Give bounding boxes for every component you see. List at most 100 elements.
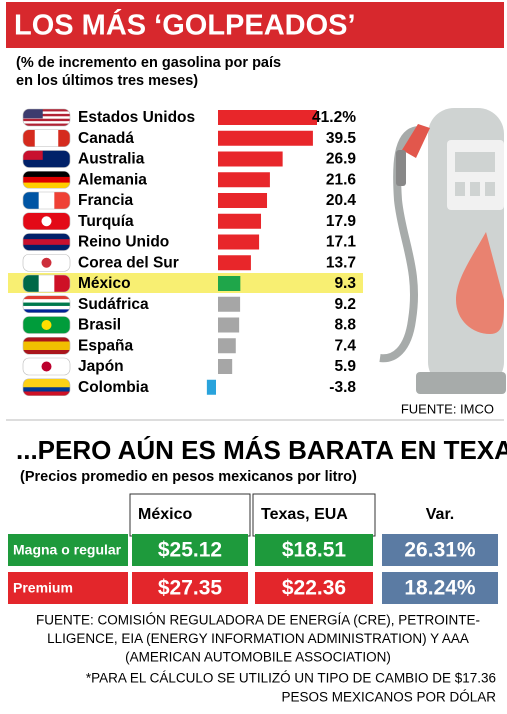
bar: [218, 193, 268, 208]
value-label: 9.3: [334, 275, 356, 292]
bar: [206, 379, 216, 395]
flag-border: [22, 129, 71, 148]
category-label: Colombia: [78, 379, 149, 396]
flag-stripe: [23, 309, 70, 313]
value-label: 20.4: [326, 192, 357, 209]
flag-stripe: [23, 192, 40, 209]
footer-source: LLIGENCE, EIA (ENERGY INFORMATION ADMINI…: [47, 631, 469, 646]
flag-stripe: [54, 192, 70, 209]
flag-border: [22, 212, 71, 231]
flag-border: [22, 316, 71, 334]
flag: [23, 129, 70, 147]
flag-stripe: [23, 113, 70, 117]
cell-value: $22.36: [282, 577, 346, 600]
category-label: Canadá: [78, 130, 134, 147]
column-header: Var.: [426, 506, 454, 523]
cell-value: $18.51: [282, 539, 347, 562]
chart-subtitle: en los últimos tres meses): [16, 73, 198, 89]
flag-stripe: [23, 121, 70, 125]
flag-stripe: [23, 109, 70, 112]
flag-stripe: [38, 275, 55, 292]
flag-stripe: [23, 295, 70, 300]
flag-stripe: [23, 305, 70, 310]
value-label: 7.4: [334, 337, 356, 354]
footer-source: FUENTE: COMISIÓN REGULADORA DE ENERGÍA (…: [36, 613, 480, 628]
comparison-title: ...PERO AÚN ES MÁS BARATA EN TEXAS: [16, 435, 507, 465]
flag-stripe: [23, 387, 70, 392]
flag-stripe: [23, 129, 36, 147]
category-label: Sudáfrica: [78, 296, 149, 313]
flag-emblem: [41, 216, 52, 227]
cell-value: $27.35: [158, 577, 223, 600]
value-label: 21.6: [326, 171, 357, 188]
row-label-box: [8, 534, 128, 566]
category-label: Estados Unidos: [78, 109, 195, 126]
flag-border: [22, 108, 71, 127]
chart-subtitle: (% de incremento en gasolina por país: [16, 55, 281, 71]
flag-stripe: [23, 341, 70, 347]
flag-stripe: [23, 302, 70, 307]
flag-stripe: [46, 129, 59, 147]
flag-stripe: [23, 171, 70, 178]
bar: [218, 151, 283, 167]
flag: [23, 171, 70, 189]
category-label: Francia: [78, 192, 134, 209]
flag-stripe: [38, 192, 55, 209]
flag: [23, 358, 70, 375]
bar: [218, 359, 233, 374]
flag-border: [22, 233, 71, 251]
flag: [23, 233, 70, 251]
category-label: España: [78, 337, 134, 354]
flag-stripe: [54, 275, 70, 292]
flag-stripe: [23, 176, 70, 184]
row-label: Magna o regular: [13, 542, 122, 558]
footer-note: *PARA EL CÁLCULO SE UTILIZÓ UN TIPO DE C…: [86, 671, 496, 686]
category-label: Alemania: [78, 171, 147, 188]
column-header-box: [252, 493, 376, 537]
bar: [218, 296, 241, 312]
category-label: Corea del Sur: [78, 254, 179, 271]
cell-value: 18.24%: [404, 577, 476, 600]
bar: [218, 276, 241, 291]
source: FUENTE: IMCO: [401, 401, 494, 416]
flag: [23, 295, 70, 313]
bar: [218, 130, 313, 146]
bar: [218, 317, 240, 333]
flag-stripe: [23, 378, 70, 384]
flag-stripe: [23, 275, 40, 292]
category-label: Reino Unido: [78, 234, 169, 251]
flag-stripe: [58, 129, 70, 147]
flag-stripe: [23, 111, 70, 115]
flag: [23, 378, 70, 396]
cell-box: [382, 534, 498, 566]
flag-border: [22, 336, 71, 355]
value-label: 8.8: [334, 317, 356, 334]
bar: [218, 234, 260, 250]
flag-border: [22, 191, 71, 210]
flag-stripe: [23, 350, 70, 355]
cell-box: [255, 572, 373, 604]
flag-emblem: [41, 361, 52, 372]
value-label: 5.9: [334, 358, 356, 375]
flag-canton: [23, 109, 43, 119]
flag-canton: [23, 150, 43, 160]
flag-stripe: [23, 299, 70, 304]
flag-stripe: [23, 116, 70, 120]
column-header: México: [138, 506, 192, 523]
flag-stripe: [23, 337, 70, 342]
flag-border: [22, 378, 71, 397]
flag-stripe: [23, 391, 70, 396]
flag: [23, 337, 70, 355]
flag-border: [22, 170, 71, 189]
flag-stripe: [23, 244, 70, 251]
flag-stripe: [23, 383, 70, 388]
category-label: Turquía: [78, 213, 134, 230]
footer-source: (AMERICAN AUTOMOBILE ASSOCIATION): [125, 650, 391, 665]
value-label: 13.7: [326, 254, 356, 271]
flag-emblem: [41, 320, 52, 330]
flag-stripe: [23, 118, 70, 122]
flag: [23, 192, 70, 209]
value-label: 41.2%: [312, 109, 356, 126]
cell-box: [255, 534, 373, 566]
